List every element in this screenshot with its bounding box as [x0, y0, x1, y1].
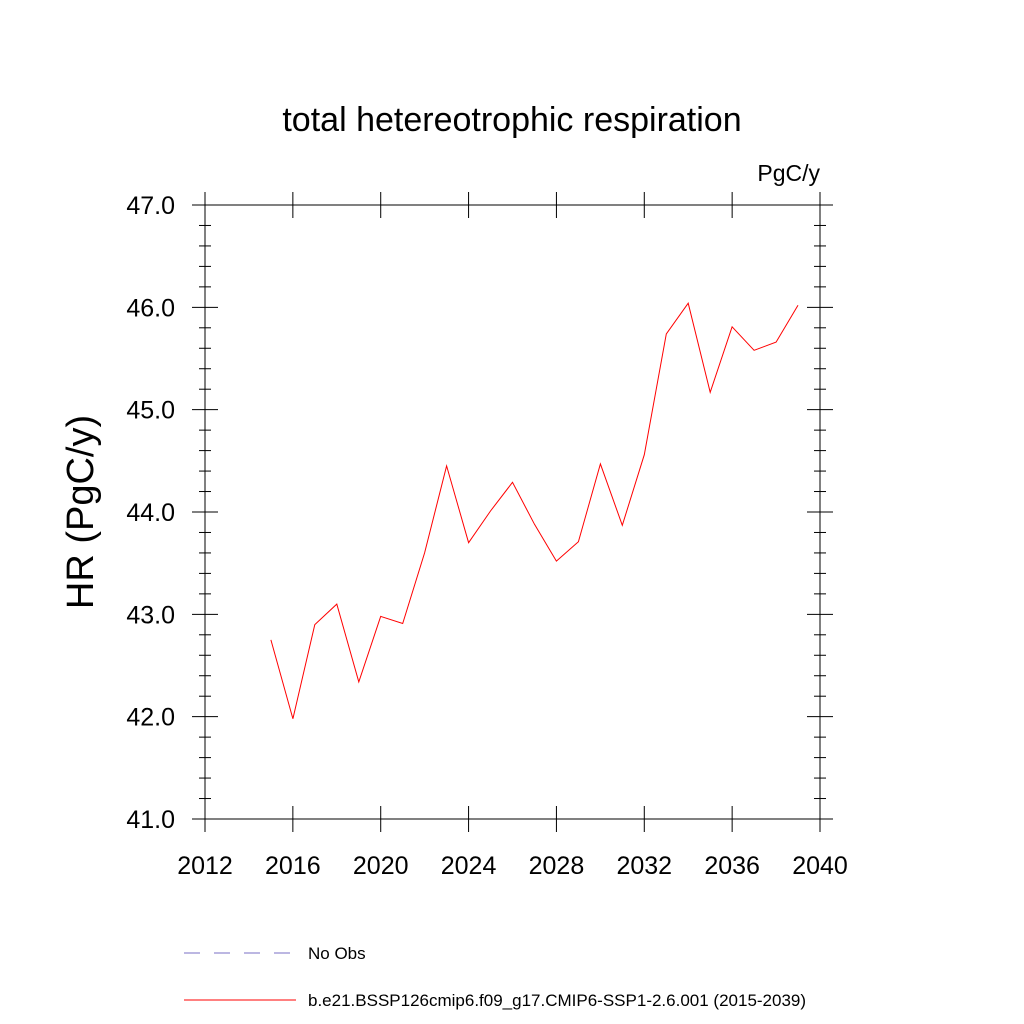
legend-label-model-run: b.e21.BSSP126cmip6.f09_g17.CMIP6-SSP1-2.…	[308, 991, 806, 1010]
y-tick-label: 44.0	[126, 499, 175, 527]
y-axis-label: HR (PgC/y)	[60, 415, 102, 609]
series-layer	[270, 302, 799, 719]
y-axis-tick-labels: 41.0 42.0 43.0 44.0 45.0 46.0 47.0	[126, 192, 175, 834]
plot-frame	[204, 204, 821, 820]
x-axis-ticks	[204, 192, 821, 832]
y-axis-ticks	[192, 204, 833, 820]
series-line-0	[270, 302, 799, 719]
x-tick-label: 2036	[704, 852, 760, 880]
x-tick-label: 2028	[529, 852, 585, 880]
y-tick-label: 41.0	[126, 806, 175, 834]
y-tick-label: 43.0	[126, 601, 175, 629]
legend-item-no-obs: No Obs	[184, 944, 366, 963]
x-tick-label: 2024	[441, 852, 497, 880]
plot-area: 41.0 42.0 43.0 44.0 45.0 46.0 47.0 2012 2016 202…	[126, 192, 848, 880]
x-tick-label: 2012	[177, 852, 233, 880]
x-tick-label: 2032	[616, 852, 672, 880]
chart-title: total hetereotrophic respiration	[282, 101, 741, 139]
y-tick-label: 45.0	[126, 397, 175, 425]
y-tick-label: 47.0	[126, 192, 175, 220]
y-tick-label: 42.0	[126, 704, 175, 732]
legend: No Obs b.e21.BSSP126cmip6.f09_g17.CMIP6-…	[184, 944, 806, 1010]
x-tick-label: 2020	[353, 852, 409, 880]
x-axis-tick-labels: 2012 2016 2020 2024 2028 2032 2036 2040	[177, 852, 848, 880]
legend-label-no-obs: No Obs	[308, 944, 366, 963]
y-tick-label: 46.0	[126, 294, 175, 322]
x-tick-label: 2040	[792, 852, 848, 880]
legend-item-model-run: b.e21.BSSP126cmip6.f09_g17.CMIP6-SSP1-2.…	[184, 991, 806, 1010]
units-label: PgC/y	[757, 160, 820, 186]
x-tick-label: 2016	[265, 852, 321, 880]
